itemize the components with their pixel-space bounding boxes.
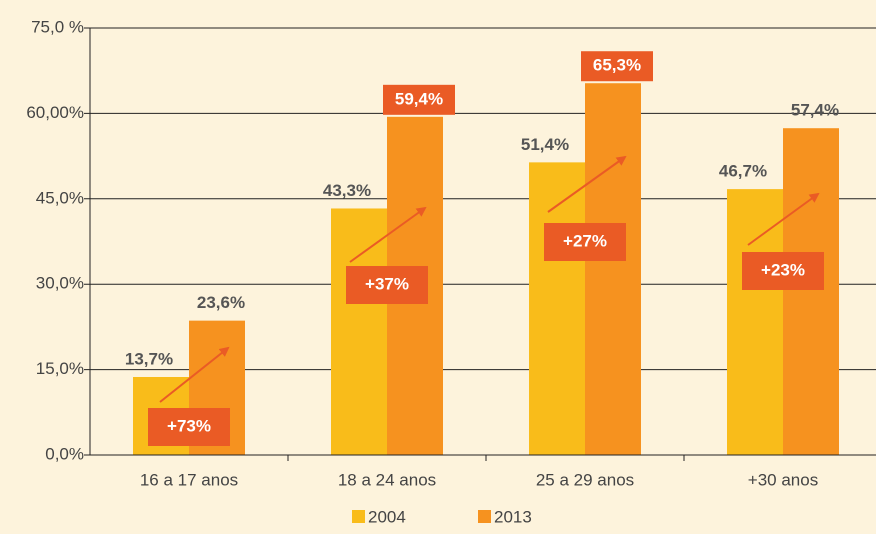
- annotation-arrow: [159, 346, 230, 403]
- y-tick-label: 30,0%: [36, 274, 84, 293]
- annotation-arrow: [747, 192, 820, 246]
- annotation-box: [544, 223, 626, 261]
- y-tick-label: 60,00%: [26, 103, 84, 122]
- y-tick-label: 75,0 %: [31, 17, 84, 36]
- y-tick-label: 45,0%: [36, 188, 84, 207]
- annotation: +23%: [761, 260, 805, 279]
- annotation-box: [742, 252, 824, 290]
- y-tick-label: 15,0%: [36, 359, 84, 378]
- annotation-box: [346, 266, 428, 304]
- annotation-arrow: [349, 206, 427, 263]
- annotation: +37%: [365, 274, 409, 293]
- bar: [331, 208, 387, 455]
- value-label: 59,4%: [395, 89, 443, 108]
- x-tick-label: +30 anos: [748, 470, 818, 489]
- bar: [585, 83, 641, 455]
- bar: [529, 162, 585, 455]
- annotation: +27%: [563, 231, 607, 250]
- y-tick-label: 0,0%: [45, 444, 84, 463]
- value-label: 13,7%: [125, 349, 173, 368]
- annotation: +73%: [167, 416, 211, 435]
- value-label: 23,6%: [197, 293, 245, 312]
- value-label: 43,3%: [323, 181, 371, 200]
- bar: [727, 189, 783, 455]
- legend-swatch: [352, 510, 365, 523]
- x-tick-label: 18 a 24 anos: [338, 470, 436, 489]
- legend-label: 2013: [494, 507, 532, 526]
- legend-swatch: [478, 510, 491, 523]
- value-label-box: [581, 51, 653, 82]
- value-label: 46,7%: [719, 162, 767, 181]
- annotation-box: [148, 408, 230, 446]
- x-tick-label: 16 a 17 anos: [140, 470, 238, 489]
- value-label-box: [383, 84, 455, 115]
- bar: [783, 128, 839, 455]
- value-label: 57,4%: [791, 101, 839, 120]
- annotation-arrow: [547, 155, 627, 213]
- x-tick-label: 25 a 29 anos: [536, 470, 634, 489]
- value-label: 51,4%: [521, 135, 569, 154]
- value-label: 65,3%: [593, 56, 641, 75]
- legend-label: 2004: [368, 507, 406, 526]
